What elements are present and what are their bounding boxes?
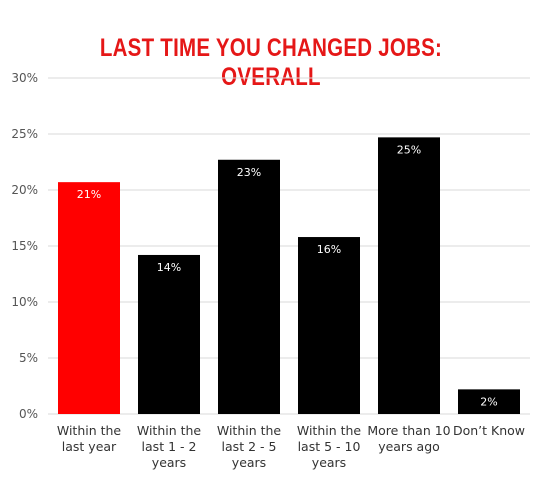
y-tick-label: 30% — [11, 71, 38, 85]
y-tick-label: 5% — [19, 351, 38, 365]
category-label: Within the last 5 - 10 years — [297, 423, 362, 470]
data-label: 2% — [480, 395, 497, 408]
bar — [138, 254, 200, 414]
chart-title: LAST TIME YOU CHANGED JOBS: OVERALL — [99, 34, 443, 91]
y-axis-ticks: 0% 5% 10% 15% 20% 25% 30% — [11, 71, 38, 421]
category-label: Don’t Know — [453, 423, 525, 438]
data-label: 25% — [397, 143, 421, 156]
category-label: Within the last year — [57, 423, 122, 454]
y-tick-label: 25% — [11, 127, 38, 141]
y-tick-label: 15% — [11, 239, 38, 253]
bar — [218, 159, 280, 414]
category-label: Within the last 2 - 5 years — [217, 423, 282, 470]
bar — [298, 237, 360, 414]
category-label: More than 10 years ago — [367, 423, 450, 454]
category-label: Within the last 1 - 2 years — [137, 423, 202, 470]
y-tick-label: 0% — [19, 407, 38, 421]
bar — [378, 137, 440, 415]
data-labels: 21% 14% 23% 16% 25% 2% — [77, 143, 498, 408]
data-label: 21% — [77, 188, 101, 201]
data-label: 14% — [157, 261, 181, 274]
gridlines — [48, 77, 530, 415]
bar — [458, 389, 520, 414]
bar — [58, 182, 120, 414]
data-label: 16% — [317, 243, 341, 256]
y-tick-label: 10% — [11, 295, 38, 309]
bars — [58, 137, 520, 415]
y-tick-label: 20% — [11, 183, 38, 197]
data-label: 23% — [237, 166, 261, 179]
